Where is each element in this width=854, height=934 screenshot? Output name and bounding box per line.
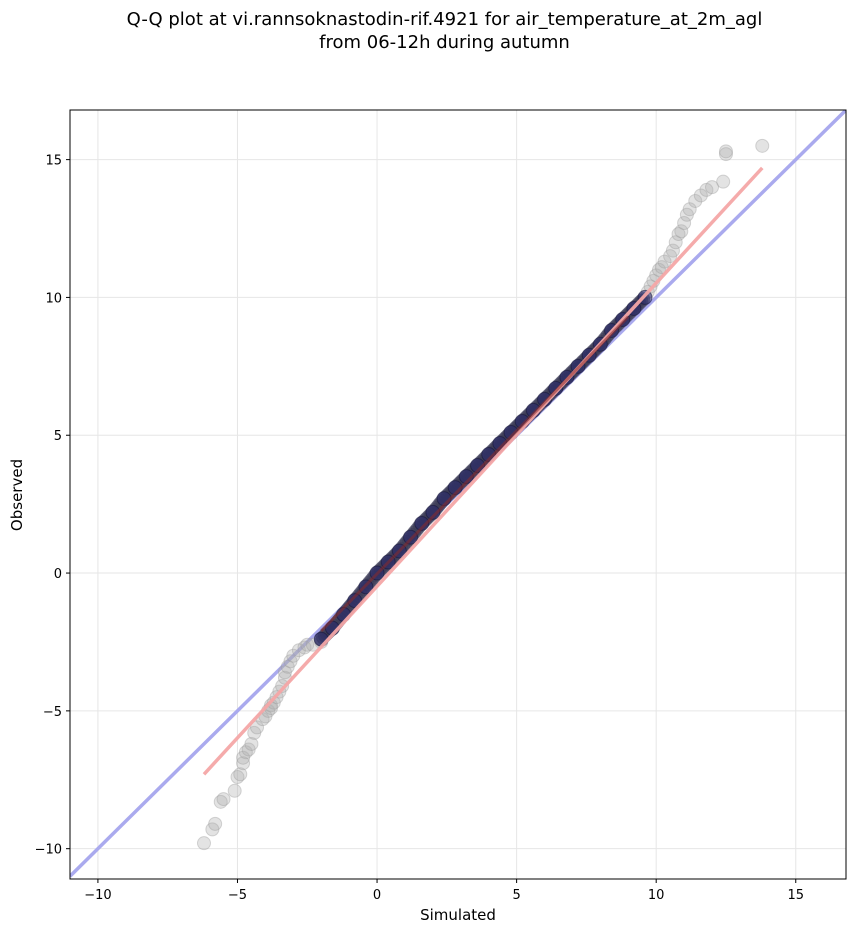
tail-point bbox=[230, 770, 245, 785]
tail-point bbox=[755, 138, 770, 153]
tail-point bbox=[716, 174, 731, 189]
tail-point bbox=[263, 698, 278, 713]
tail-point bbox=[286, 648, 301, 663]
ticks: −10 −5 0 5 10 15 −10 −5 0 5 10 15 bbox=[35, 154, 804, 903]
tail-point bbox=[718, 147, 733, 162]
tail-point bbox=[236, 750, 251, 765]
plot-area bbox=[70, 110, 846, 878]
x-tick-label: −10 bbox=[84, 888, 111, 903]
y-tick-label: −10 bbox=[35, 843, 62, 858]
tail-point bbox=[657, 254, 672, 269]
tail-point bbox=[275, 679, 290, 694]
tail-point bbox=[291, 643, 306, 658]
y-tick-label: 0 bbox=[54, 567, 62, 582]
tail-point bbox=[196, 836, 211, 851]
chart-title: Q-Q plot at vi.rannsoknastodin-rif.4921 … bbox=[126, 9, 763, 53]
tail-point bbox=[651, 262, 666, 277]
tail-point bbox=[688, 193, 703, 208]
tail-point bbox=[668, 235, 683, 250]
tail-point bbox=[283, 654, 298, 669]
x-tick-label: 15 bbox=[787, 888, 804, 903]
core-point bbox=[548, 380, 564, 396]
tail-point bbox=[682, 202, 697, 217]
x-tick-label: 10 bbox=[648, 888, 665, 903]
tail-point bbox=[297, 640, 312, 655]
plot-frame bbox=[69, 109, 847, 880]
tail-point bbox=[300, 637, 315, 652]
tail-point bbox=[205, 822, 220, 837]
tail-point bbox=[671, 227, 686, 242]
tail-point bbox=[233, 767, 248, 782]
fit-line bbox=[202, 166, 764, 776]
tail-point bbox=[244, 736, 259, 751]
y-tick-label: 10 bbox=[45, 291, 62, 306]
tail-point bbox=[247, 725, 262, 740]
y-tick-label: −5 bbox=[43, 705, 62, 720]
tail-point bbox=[241, 742, 256, 757]
x-tick-label: 5 bbox=[512, 888, 520, 903]
tail-point bbox=[280, 659, 295, 674]
tail-point bbox=[665, 243, 680, 258]
tail-point bbox=[208, 816, 223, 831]
tail-point bbox=[718, 144, 733, 159]
tail-point bbox=[654, 260, 669, 275]
tail-point bbox=[663, 249, 678, 264]
tail-point bbox=[213, 794, 228, 809]
tail-point bbox=[236, 756, 251, 771]
tail-point bbox=[216, 792, 231, 807]
fit-line-core bbox=[320, 315, 630, 632]
tail-point bbox=[227, 783, 242, 798]
x-tick-label: −5 bbox=[228, 888, 247, 903]
core-point bbox=[425, 504, 441, 520]
tail-point bbox=[277, 665, 292, 680]
x-axis-label: Simulated bbox=[420, 906, 496, 924]
tail-point bbox=[679, 207, 694, 222]
tail-point bbox=[705, 180, 720, 195]
tail-point bbox=[674, 224, 689, 239]
core-point bbox=[414, 515, 430, 531]
grid bbox=[70, 110, 846, 879]
y-axis-label: Observed bbox=[8, 459, 26, 531]
y-tick-label: 5 bbox=[54, 429, 62, 444]
tail-point bbox=[677, 216, 692, 231]
x-tick-label: 0 bbox=[373, 888, 381, 903]
tail-point bbox=[699, 182, 714, 197]
tail-point bbox=[693, 188, 708, 203]
tail-point bbox=[238, 745, 253, 760]
core-point bbox=[403, 529, 419, 545]
tail-point bbox=[250, 720, 265, 735]
y-tick-label: 15 bbox=[45, 154, 62, 169]
